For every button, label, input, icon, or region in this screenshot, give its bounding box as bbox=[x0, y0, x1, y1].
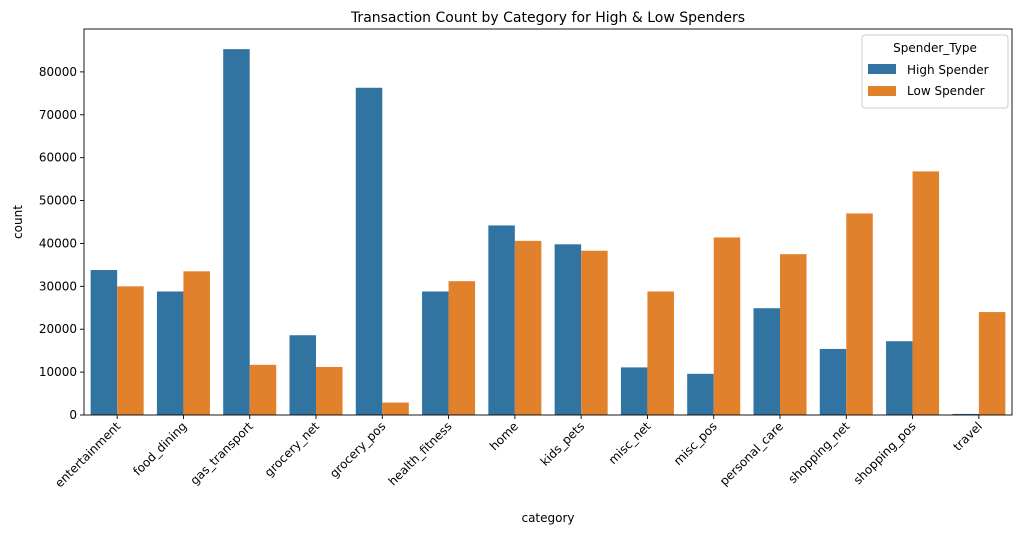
bar-high-spender-gas_transport bbox=[223, 49, 250, 415]
bar-high-spender-shopping_pos bbox=[886, 341, 913, 415]
x-axis-label: category bbox=[521, 511, 574, 525]
bar-low-spender-grocery_net bbox=[316, 366, 343, 415]
bar-high-spender-health_fitness bbox=[422, 291, 449, 415]
bar-low-spender-kids_pets bbox=[581, 250, 608, 415]
y-tick-label: 70000 bbox=[39, 108, 77, 122]
bar-high-spender-home bbox=[488, 225, 515, 415]
bar-high-spender-entertainment bbox=[90, 270, 118, 415]
x-tick-label: misc_net bbox=[606, 419, 654, 467]
bar-low-spender-travel bbox=[978, 312, 1006, 415]
y-tick-label: 80000 bbox=[39, 65, 77, 79]
x-tick-label: shopping_pos bbox=[851, 419, 919, 487]
plot-frame bbox=[83, 28, 1013, 416]
bar-high-spender-grocery_net bbox=[289, 335, 316, 415]
x-tick-label: entertainment bbox=[52, 419, 123, 490]
y-tick-label: 0 bbox=[69, 408, 77, 422]
bar-low-spender-shopping_net bbox=[846, 213, 873, 415]
x-tick-label: home bbox=[487, 419, 521, 453]
legend: Spender_Type High Spender Low Spender bbox=[861, 34, 1009, 109]
bar-low-spender-grocery_pos bbox=[382, 402, 409, 415]
bar-high-spender-shopping_net bbox=[819, 348, 847, 415]
x-tick-label: grocery_pos bbox=[327, 419, 388, 480]
legend-swatch-high-spender bbox=[868, 64, 896, 74]
x-tick-label: shopping_net bbox=[785, 419, 852, 486]
bar-low-spender-shopping_pos bbox=[912, 171, 940, 415]
x-tick-label: health_fitness bbox=[386, 419, 455, 488]
bar-low-spender-misc_pos bbox=[713, 237, 741, 415]
bar-high-spender-food_dining bbox=[156, 291, 184, 415]
x-tick-label: kids_pets bbox=[538, 419, 588, 469]
x-tick-label: gas_transport bbox=[187, 419, 256, 488]
legend-frame bbox=[861, 34, 1009, 109]
bar-low-spender-health_fitness bbox=[448, 281, 476, 415]
x-tick-label: grocery_net bbox=[262, 419, 323, 480]
x-tick-label: food_dining bbox=[130, 419, 189, 478]
bar-high-spender-kids_pets bbox=[554, 244, 582, 415]
y-tick-label: 10000 bbox=[39, 365, 77, 379]
bar-low-spender-personal_care bbox=[780, 254, 807, 415]
bar-low-spender-food_dining bbox=[183, 271, 210, 415]
legend-label-low-spender: Low Spender bbox=[907, 84, 985, 98]
x-tick-label: misc_pos bbox=[671, 419, 720, 468]
x-tick-label: travel bbox=[950, 419, 985, 454]
legend-swatch-low-spender bbox=[868, 86, 896, 96]
bar-high-spender-travel bbox=[952, 413, 979, 415]
y-tick-label: 30000 bbox=[39, 279, 77, 293]
legend-label-high-spender: High Spender bbox=[907, 63, 989, 77]
bar-low-spender-misc_net bbox=[647, 291, 674, 415]
bar-high-spender-grocery_pos bbox=[355, 87, 383, 415]
y-axis-label: count bbox=[11, 205, 25, 239]
bar-low-spender-gas_transport bbox=[249, 364, 277, 415]
bar-low-spender-home bbox=[514, 240, 542, 415]
bar-high-spender-misc_net bbox=[620, 367, 648, 415]
legend-title: Spender_Type bbox=[893, 41, 977, 55]
y-tick-label: 40000 bbox=[39, 236, 77, 250]
y-tick-label: 20000 bbox=[39, 322, 77, 336]
chart-title: Transaction Count by Category for High &… bbox=[350, 10, 745, 26]
bar-high-spender-misc_pos bbox=[687, 373, 714, 415]
bar-high-spender-personal_care bbox=[753, 308, 780, 415]
bar-low-spender-entertainment bbox=[117, 286, 144, 415]
y-tick-label: 60000 bbox=[39, 151, 77, 165]
y-tick-label: 50000 bbox=[39, 194, 77, 208]
x-tick-label: personal_care bbox=[717, 419, 786, 488]
